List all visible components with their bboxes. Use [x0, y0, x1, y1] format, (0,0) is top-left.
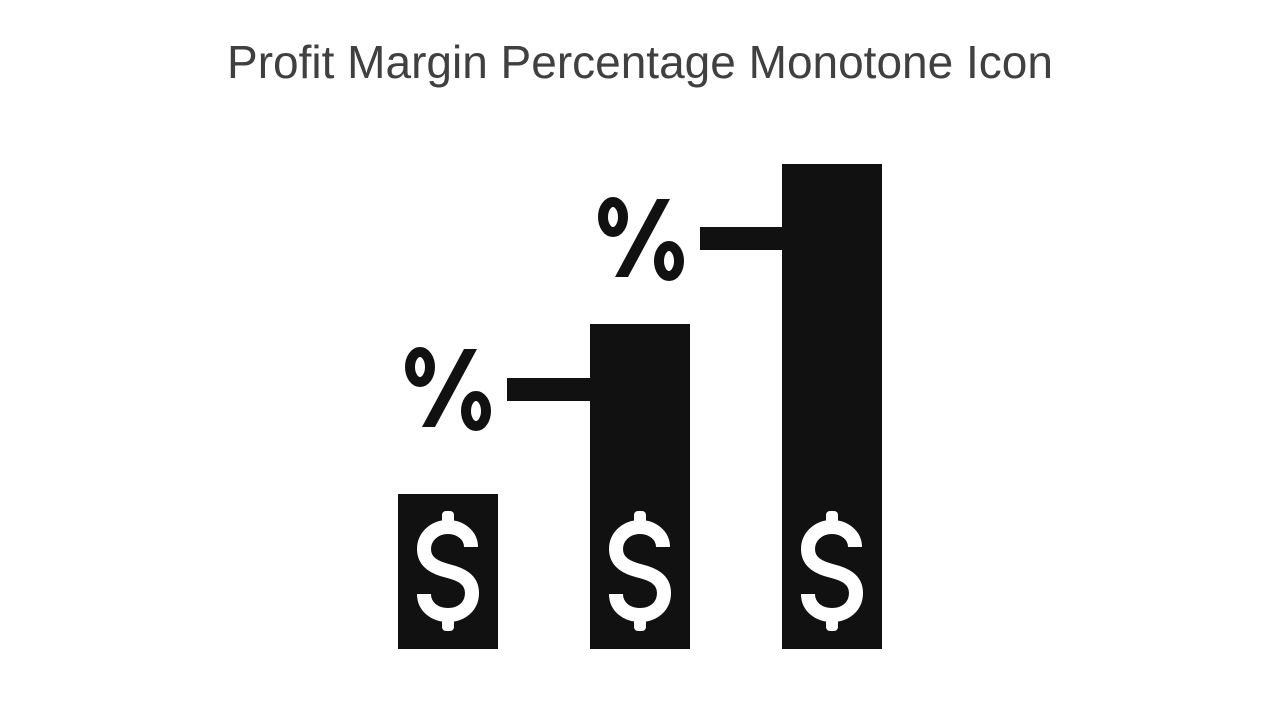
dollar-sign-icon — [608, 511, 672, 631]
slide-title: Profit Margin Percentage Monotone Icon — [227, 36, 1053, 88]
small-bar — [398, 494, 498, 649]
dollar-sign-icon — [800, 511, 864, 631]
percent-sign-icon — [598, 197, 684, 281]
medium-bar — [590, 324, 690, 649]
percent-marker-large — [598, 197, 783, 281]
large-bar — [782, 164, 882, 649]
dollar-sign-icon — [416, 511, 480, 631]
percent-marker-medium — [405, 347, 591, 431]
percent-sign-icon — [405, 347, 491, 431]
